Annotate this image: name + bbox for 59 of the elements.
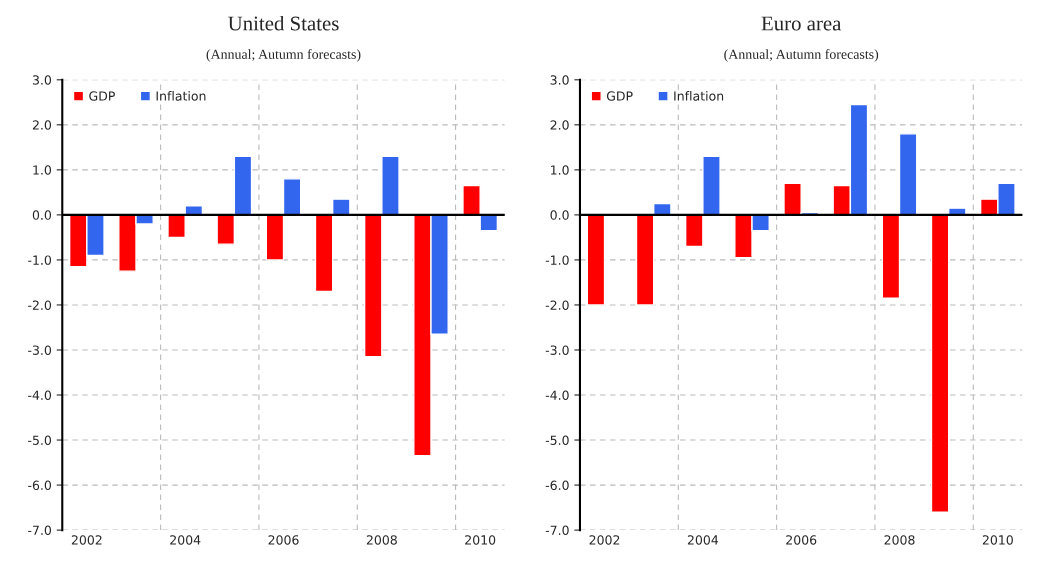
y-tick-label: 1.0 [33, 165, 52, 175]
y-tick-label: -1.0 [28, 255, 52, 265]
y-tick-label: -2.0 [28, 300, 52, 310]
y-tick-label: 0.0 [32, 210, 52, 220]
x-tick-label: 2004 [687, 535, 719, 545]
bar [363, 214, 383, 358]
bar [216, 214, 236, 245]
bar [381, 155, 400, 216]
y-tick-label: 0.0 [550, 210, 569, 220]
x-tick-label: 2006 [786, 535, 817, 545]
y-tick-label: -7.0 [28, 525, 52, 536]
y-tick-label: -6.0 [28, 480, 52, 490]
x-tick-label: 2010 [465, 535, 496, 545]
bar [881, 214, 901, 299]
chart-title: Euro area [761, 16, 842, 31]
y-tick-label: 3.0 [550, 75, 569, 85]
bar [314, 214, 334, 293]
y-tick-label: -7.0 [545, 525, 569, 536]
y-tick-label: -5.0 [28, 435, 52, 445]
y-tick-label: -1.0 [545, 255, 569, 265]
x-tick-label: 2008 [366, 535, 397, 545]
y-tick-label: -4.0 [28, 390, 52, 400]
x-tick-label: 2010 [982, 535, 1013, 545]
bar [586, 214, 606, 306]
y-tick-label: 2.0 [32, 120, 52, 130]
legend-label: Inflation [674, 91, 724, 101]
bar [684, 214, 704, 248]
x-tick-label: 2004 [170, 535, 201, 545]
y-tick-label: -6.0 [545, 480, 569, 490]
chart-title: United States [228, 15, 339, 31]
bar [167, 214, 186, 239]
bar [479, 214, 499, 232]
bar [930, 214, 950, 513]
bar [898, 133, 918, 216]
legend-label: Inflation [156, 91, 206, 101]
legend-label: GDP [89, 91, 115, 101]
x-tick-label: 2006 [268, 535, 299, 545]
bar [653, 202, 672, 216]
y-tick-label: -3.0 [545, 345, 569, 355]
chart-subtitle: (Annual; Autumn forecasts) [206, 49, 361, 62]
y-tick-label: -4.0 [545, 390, 569, 400]
legend-label: GDP [606, 91, 633, 101]
y-tick-label: -2.0 [545, 300, 569, 310]
y-tick-label: 1.0 [551, 165, 569, 175]
x-tick-label: 2002 [71, 535, 102, 545]
bar [331, 198, 351, 216]
bar [635, 214, 655, 306]
bar [265, 214, 285, 261]
chart-subtitle: (Annual; Autumn forecasts) [724, 49, 879, 62]
y-tick-label: 2.0 [550, 120, 569, 130]
x-tick-label: 2002 [589, 535, 620, 545]
x-tick-label: 2008 [884, 535, 915, 545]
bar [282, 178, 302, 216]
y-tick-label: -5.0 [545, 435, 569, 445]
bar [233, 155, 253, 216]
bar [462, 184, 481, 216]
y-tick-label: 3.0 [32, 75, 52, 85]
y-tick-label: -3.0 [28, 345, 52, 355]
bar [702, 155, 721, 216]
